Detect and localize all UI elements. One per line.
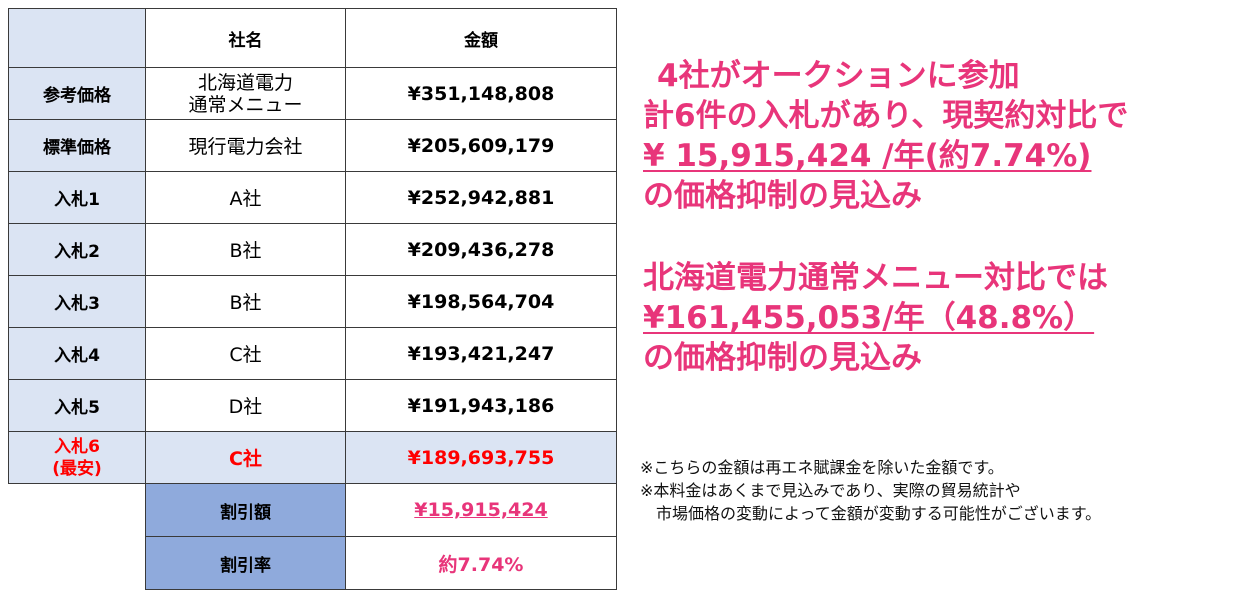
highlight-line-5: 北海道電力通常メニュー対比では	[643, 260, 1108, 296]
table-row: 入札5 D社 ¥191,943,186	[8, 379, 617, 432]
bid-comparison-table: 社名 金額 参考価格 北海道電力 通常メニュー ¥351,148,808 標準価…	[8, 8, 617, 590]
table-row: 入札4 C社 ¥193,421,247	[8, 327, 617, 380]
row-amount: ¥252,942,881	[345, 171, 617, 224]
row-label: 参考価格	[8, 67, 146, 120]
row-company: C社	[145, 431, 346, 484]
blank-cell	[9, 537, 146, 590]
table-header-row: 社名 金額	[8, 8, 617, 68]
row-company: 現行電力会社	[145, 119, 346, 172]
footnote-3: 市場価格の変動によって金額が変動する可能性がございます。	[640, 504, 1102, 523]
row-amount: ¥189,693,755	[345, 431, 617, 484]
row-company: B社	[145, 275, 346, 328]
table-row: 参考価格 北海道電力 通常メニュー ¥351,148,808	[8, 67, 617, 120]
table-row: 入札1 A社 ¥252,942,881	[8, 171, 617, 224]
row-label: 入札4	[8, 327, 146, 380]
row-amount: ¥191,943,186	[345, 379, 617, 432]
header-amount: 金額	[345, 8, 617, 68]
header-corner	[8, 8, 146, 68]
row-label: 入札2	[8, 223, 146, 276]
highlight-line-7: の価格抑制の見込み	[643, 340, 922, 376]
label-line-2: (最安)	[52, 458, 102, 479]
row-label: 入札5	[8, 379, 146, 432]
discount-amount-text: ¥15,915,424	[414, 499, 548, 521]
row-amount: ¥209,436,278	[345, 223, 617, 276]
row-company: B社	[145, 223, 346, 276]
row-amount: ¥198,564,704	[345, 275, 617, 328]
label-line-1: 入札6	[54, 436, 100, 457]
row-label: 入札6 (最安)	[8, 431, 146, 484]
row-amount: ¥205,609,179	[345, 119, 617, 172]
row-label: 入札3	[8, 275, 146, 328]
highlight-line-3: ¥ 15,915,424 /年(約7.74%)	[643, 138, 1092, 174]
table-row: 入札3 B社 ¥198,564,704	[8, 275, 617, 328]
footnotes: ※こちらの金額は再エネ賦課金を除いた金額です。 ※本料金はあくまで見込みであり、…	[640, 456, 1101, 525]
discount-rate-row: 割引率 約7.74%	[9, 536, 617, 590]
discount-rate-label: 割引率	[145, 536, 346, 590]
cheapest-bid-row: 入札6 (最安) C社 ¥189,693,755	[8, 431, 617, 484]
row-company: A社	[145, 171, 346, 224]
row-label: 入札1	[8, 171, 146, 224]
highlight-summary: 4社がオークションに参加 計6件の入札があり、現契約対比で ¥ 15,915,4…	[643, 56, 1128, 378]
discount-amount-row: 割引額 ¥15,915,424	[9, 483, 617, 537]
company-line-2: 通常メニュー	[188, 93, 303, 116]
highlight-line-2: 計6件の入札があり、現契約対比で	[643, 98, 1129, 134]
row-amount: ¥193,421,247	[345, 327, 617, 380]
table-row: 入札2 B社 ¥209,436,278	[8, 223, 617, 276]
row-company: D社	[145, 379, 346, 432]
discount-amount-label: 割引額	[145, 483, 346, 537]
row-company: C社	[145, 327, 346, 380]
row-company: 北海道電力 通常メニュー	[145, 67, 346, 120]
highlight-line-6: ¥161,455,053/年（48.8%）	[643, 300, 1095, 336]
blank-cell	[9, 484, 146, 537]
row-amount: ¥351,148,808	[345, 67, 617, 120]
footnote-2: ※本料金はあくまで見込みであり、実際の貿易統計や	[640, 481, 1021, 500]
header-company: 社名	[145, 8, 346, 68]
company-line-1: 北海道電力	[197, 71, 293, 94]
discount-amount-value: ¥15,915,424	[345, 483, 617, 537]
table-row: 標準価格 現行電力会社 ¥205,609,179	[8, 119, 617, 172]
footnote-1: ※こちらの金額は再エネ賦課金を除いた金額です。	[640, 458, 1004, 477]
discount-rate-value: 約7.74%	[345, 536, 617, 590]
highlight-line-4: の価格抑制の見込み	[643, 178, 922, 214]
row-label: 標準価格	[8, 119, 146, 172]
highlight-line-1: 4社がオークションに参加	[657, 58, 1020, 94]
